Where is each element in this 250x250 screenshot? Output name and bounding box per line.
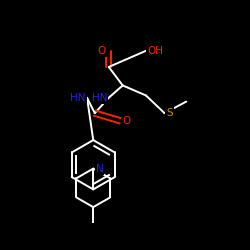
Text: O: O xyxy=(122,116,130,126)
Text: OH: OH xyxy=(148,46,164,56)
Text: HN: HN xyxy=(70,93,86,103)
Text: N: N xyxy=(96,164,103,173)
Text: O: O xyxy=(98,46,106,56)
Text: HN: HN xyxy=(92,93,107,103)
Text: S: S xyxy=(166,108,173,118)
